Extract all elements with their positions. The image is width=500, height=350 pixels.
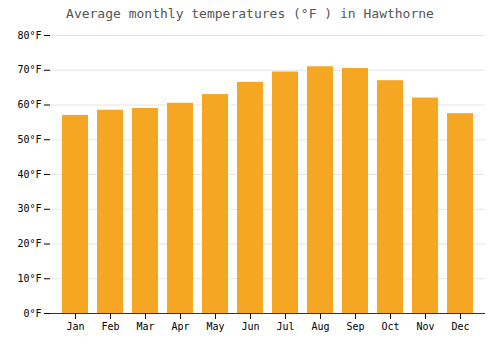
svg-text:30°F: 30°F (17, 203, 41, 214)
svg-text:10°F: 10°F (17, 273, 41, 284)
svg-text:60°F: 60°F (17, 99, 41, 110)
svg-text:Nov: Nov (416, 321, 434, 332)
svg-text:Jan: Jan (66, 321, 84, 332)
svg-text:40°F: 40°F (17, 169, 41, 180)
svg-text:70°F: 70°F (17, 64, 41, 75)
svg-text:Apr: Apr (171, 321, 189, 332)
svg-text:Mar: Mar (136, 321, 154, 332)
svg-text:Oct: Oct (381, 321, 399, 332)
svg-text:Jun: Jun (241, 321, 259, 332)
svg-text:0°F: 0°F (23, 308, 41, 319)
svg-text:20°F: 20°F (17, 238, 41, 249)
svg-text:Feb: Feb (101, 321, 119, 332)
svg-text:80°F: 80°F (17, 30, 41, 41)
svg-text:Dec: Dec (451, 321, 469, 332)
svg-text:Aug: Aug (311, 321, 329, 332)
html-text:Average monthly temperatures (: Average monthly temperatures (°F ) in Ha… (66, 6, 434, 21)
svg-text:50°F: 50°F (17, 134, 41, 145)
svg-text:Jul: Jul (276, 321, 294, 332)
svg-text:Sep: Sep (346, 321, 364, 332)
svg-text:May: May (206, 321, 224, 332)
